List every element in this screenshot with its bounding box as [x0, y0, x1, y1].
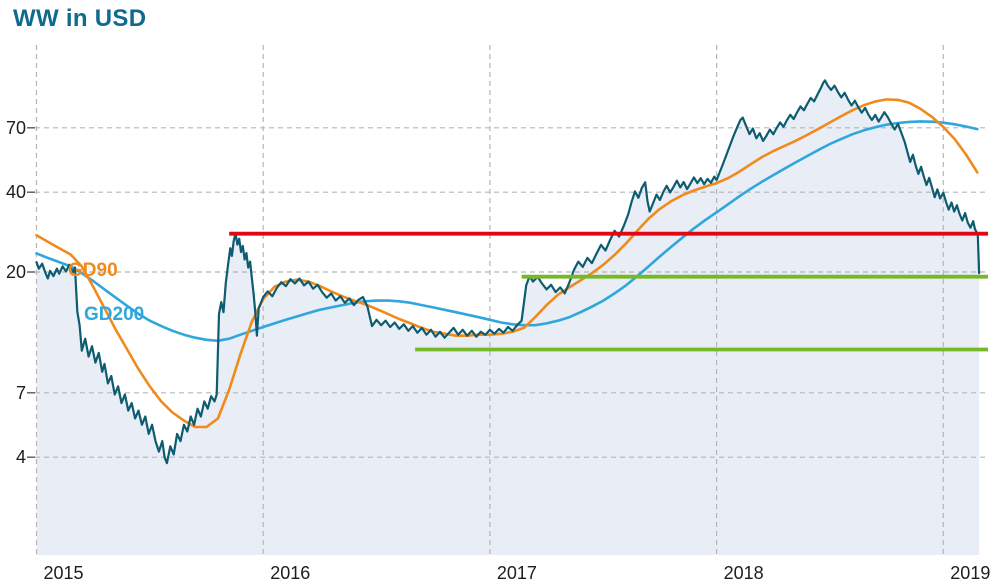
gd90-label: GD90: [68, 260, 118, 281]
y-tick-label: 4: [16, 447, 26, 467]
x-tick-label: 2019: [950, 563, 990, 583]
x-tick-label: 2017: [497, 563, 537, 583]
price-line: [35, 79, 981, 465]
gd200-label: GD200: [84, 304, 144, 325]
gd90-line: [35, 98, 979, 429]
x-tick-label: 2016: [270, 563, 310, 583]
price-area: [36, 80, 980, 556]
chart-title: WW in USD: [13, 5, 147, 32]
y-tick-label: 7: [16, 383, 26, 403]
y-tick-label: 70: [6, 118, 26, 138]
y-tick-label: 40: [6, 182, 26, 202]
x-tick-label: 2018: [724, 563, 764, 583]
x-tick-label: 2015: [44, 563, 84, 583]
gd200-line: [35, 120, 979, 343]
y-tick-label: 20: [6, 262, 26, 282]
